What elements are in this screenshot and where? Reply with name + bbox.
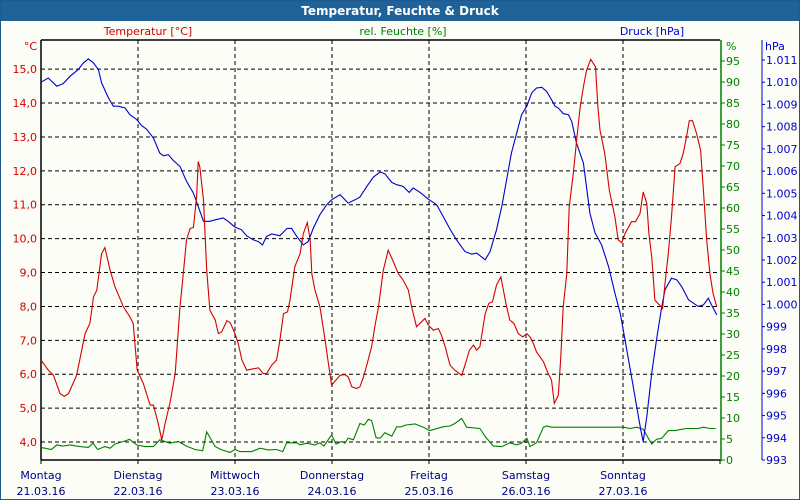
humidity-tick-label: 70 [726,160,740,173]
temperature-tick-label: 4,0 [20,436,38,449]
humidity-tick-label: 30 [726,328,740,341]
temperature-tick-label: 7,0 [20,334,38,347]
humidity-tick-label: 80 [726,118,740,131]
temperature-series-line [40,58,718,441]
temperature-tick-label: 9,0 [20,267,38,280]
humidity-tick-label: 5 [726,433,733,446]
temperature-axis-unit: °C [24,40,38,53]
day-name-label: Dienstag [113,469,162,482]
day-name-label: Freitag [410,469,448,482]
humidity-tick-label: 20 [726,370,740,383]
legend-pressure: Druck [hPa] [620,25,684,38]
humidity-tick-label: 40 [726,286,740,299]
pressure-tick-label: 1.001 [766,276,798,289]
day-name-label: Samstag [502,469,550,482]
temperature-tick-label: 12,0 [13,165,38,178]
pressure-tick-label: 995 [766,410,787,423]
pressure-tick-label: 1.010 [766,76,798,89]
day-date-label: 25.03.16 [405,485,454,498]
legend-temperature: Temperatur [°C] [103,25,192,38]
pressure-tick-label: 1.000 [766,298,798,311]
pressure-tick-label: 1.002 [766,254,798,267]
temperature-tick-label: 13,0 [13,131,38,144]
humidity-tick-label: 75 [726,139,740,152]
humidity-tick-label: 60 [726,202,740,215]
pressure-series-line [40,58,718,442]
day-name-label: Sonntag [600,469,646,482]
day-date-label: 27.03.16 [599,485,648,498]
day-name-label: Mittwoch [210,469,260,482]
humidity-tick-label: 95 [726,55,740,68]
humidity-tick-label: 0 [726,454,733,467]
pressure-tick-label: 997 [766,365,787,378]
temperature-tick-label: 5,0 [20,402,38,415]
pressure-tick-label: 1.004 [766,210,798,223]
day-name-label: Montag [20,469,61,482]
humidity-tick-label: 50 [726,244,740,257]
humidity-tick-label: 25 [726,349,740,362]
pressure-tick-label: 996 [766,387,787,400]
day-date-label: 22.03.16 [114,485,163,498]
legend-humidity: rel. Feuchte [%] [359,25,446,38]
temperature-tick-label: 10,0 [13,233,38,246]
pressure-tick-label: 1.008 [766,121,798,134]
pressure-tick-label: 1.009 [766,98,798,111]
humidity-series-line [40,417,716,453]
day-name-label: Donnerstag [300,469,364,482]
pressure-tick-label: 999 [766,321,787,334]
humidity-tick-label: 85 [726,97,740,110]
pressure-tick-label: 1.005 [766,187,798,200]
humidity-tick-label: 65 [726,181,740,194]
pressure-tick-label: 993 [766,454,787,467]
temperature-tick-label: 15,0 [13,63,38,76]
day-date-label: 23.03.16 [211,485,260,498]
humidity-tick-label: 55 [726,223,740,236]
humidity-tick-label: 15 [726,391,740,404]
day-date-label: 24.03.16 [308,485,357,498]
window-title: Temperatur, Feuchte & Druck [1,1,799,21]
humidity-axis-unit: % [726,40,736,53]
temperature-tick-label: 14,0 [13,97,38,110]
temperature-tick-label: 11,0 [13,199,38,212]
humidity-tick-label: 90 [726,76,740,89]
day-date-label: 26.03.16 [502,485,551,498]
humidity-tick-label: 35 [726,307,740,320]
pressure-tick-label: 1.003 [766,232,798,245]
pressure-tick-label: 1.007 [766,143,798,156]
temperature-tick-label: 6,0 [20,368,38,381]
pressure-tick-label: 1.006 [766,165,798,178]
pressure-axis-unit: hPa [765,40,785,53]
humidity-tick-label: 10 [726,412,740,425]
temperature-tick-label: 8,0 [20,300,38,313]
humidity-tick-label: 45 [726,265,740,278]
pressure-tick-label: 994 [766,432,787,445]
pressure-tick-label: 1.011 [766,54,798,67]
day-date-label: 21.03.16 [17,485,66,498]
pressure-tick-label: 998 [766,343,787,356]
